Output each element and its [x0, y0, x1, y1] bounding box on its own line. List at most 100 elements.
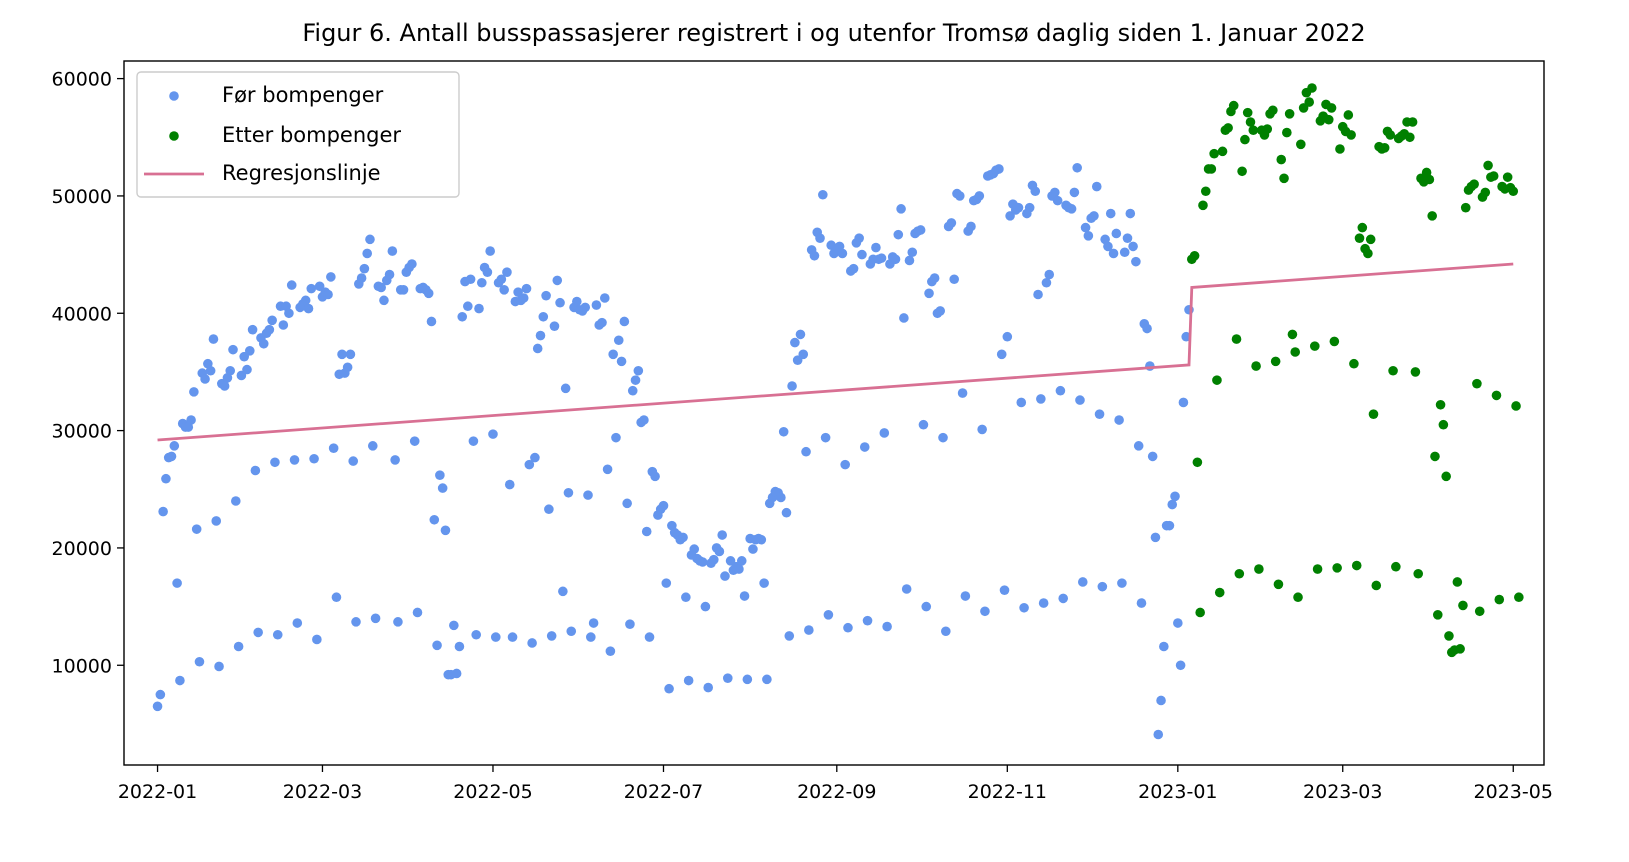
series-0-point	[390, 455, 400, 465]
series-0-point	[890, 254, 901, 265]
series-0-point	[359, 263, 370, 274]
series-0-point	[1170, 491, 1180, 502]
series-0-point	[720, 571, 730, 581]
series-0-point	[748, 544, 758, 554]
series-0-point	[619, 316, 630, 327]
series-0-point	[1069, 187, 1080, 198]
series-0-point	[228, 344, 238, 355]
series-0-point	[602, 464, 613, 475]
series-0-point	[837, 248, 848, 259]
series-0-point	[1077, 577, 1088, 587]
series-0-point	[681, 592, 691, 603]
chart-title: Figur 6. Antall busspassasjerer registre…	[302, 19, 1365, 47]
series-0-point	[1038, 598, 1049, 608]
series-0-point	[1128, 241, 1138, 252]
series-1-point	[1214, 587, 1225, 598]
series-1-point	[1217, 146, 1228, 157]
series-1-point	[1304, 97, 1314, 107]
series-0-point	[348, 456, 359, 466]
series-0-point	[471, 629, 482, 640]
series-0-point	[1136, 598, 1147, 608]
plot-marks	[152, 83, 1524, 740]
series-1-point	[1287, 329, 1298, 340]
series-0-point	[709, 554, 719, 565]
series-0-point	[980, 606, 990, 617]
series-0-point	[365, 234, 375, 245]
series-0-point	[552, 275, 563, 286]
series-0-point	[482, 267, 493, 278]
series-0-point	[714, 546, 725, 557]
series-0-point	[605, 646, 616, 656]
series-0-point	[1094, 409, 1105, 419]
series-0-point	[954, 191, 965, 201]
legend-label-etter-bompenger: Etter bompenger	[222, 123, 401, 147]
series-1-point	[1192, 457, 1203, 468]
series-0-point	[999, 585, 1010, 595]
series-0-point	[658, 500, 669, 511]
series-0-point	[700, 601, 711, 612]
series-0-point	[879, 428, 890, 438]
series-0-point	[499, 285, 509, 295]
series-0-point	[840, 459, 850, 470]
series-1-point	[1242, 107, 1253, 118]
series-1-point	[1351, 560, 1362, 571]
series-0-point	[549, 321, 560, 331]
series-0-point	[1142, 323, 1152, 334]
series-0-point	[893, 229, 904, 240]
series-0-point	[345, 349, 356, 360]
legend-frame	[136, 71, 460, 198]
series-1-point	[1254, 564, 1264, 574]
series-0-point	[904, 255, 915, 266]
series-0-point	[1145, 361, 1155, 371]
series-1-point	[1491, 390, 1502, 401]
series-0-point	[303, 303, 314, 314]
series-0-point	[504, 479, 515, 490]
series-0-point	[901, 584, 912, 594]
series-0-point	[300, 295, 311, 306]
series-1-point	[1228, 100, 1239, 111]
series-1-point	[1407, 117, 1418, 127]
x-axis: 2022-01 2022-03 2022-05 2022-07 2022-09 2022-…	[118, 765, 1553, 803]
series-0-point	[449, 620, 459, 631]
series-0-point	[1036, 394, 1046, 404]
y-tick-label: 60000	[52, 69, 112, 91]
series-0-point	[376, 282, 386, 293]
series-0-point	[488, 429, 498, 439]
series-0-point	[560, 383, 571, 394]
series-0-point	[996, 349, 1007, 360]
series-0-point	[586, 632, 596, 642]
series-0-point	[994, 164, 1004, 174]
series-0-point	[351, 617, 361, 627]
series-0-point	[938, 432, 948, 443]
series-0-point	[152, 701, 163, 712]
series-0-point	[437, 483, 448, 493]
series-0-point	[1147, 451, 1158, 462]
series-0-point	[191, 524, 202, 534]
series-0-point	[1111, 228, 1122, 239]
series-0-point	[1050, 187, 1060, 198]
series-0-point	[158, 506, 168, 517]
series-0-point	[1019, 602, 1029, 613]
series-0-point	[407, 259, 417, 269]
series-1-point	[1474, 606, 1485, 617]
series-0-point	[1066, 204, 1077, 214]
legend-marker-for-bompenger	[169, 91, 179, 101]
series-0-point	[611, 432, 621, 443]
series-0-point	[532, 343, 543, 354]
series-0-point	[1103, 241, 1113, 252]
series-1-point	[1514, 592, 1524, 603]
legend-label-for-bompenger: Før bompenger	[222, 83, 384, 107]
series-0-point	[323, 289, 333, 300]
series-0-point	[244, 346, 255, 356]
series-0-point	[848, 263, 859, 274]
series-0-point	[1041, 277, 1052, 288]
series-0-point	[367, 441, 378, 451]
series-0-point	[326, 272, 336, 282]
series-1-point	[1329, 336, 1340, 347]
series-0-point	[155, 689, 166, 700]
series-1-point	[1323, 114, 1334, 125]
series-0-point	[161, 473, 171, 484]
series-0-point	[362, 248, 372, 259]
series-0-point	[432, 640, 442, 651]
series-0-point	[398, 285, 409, 295]
